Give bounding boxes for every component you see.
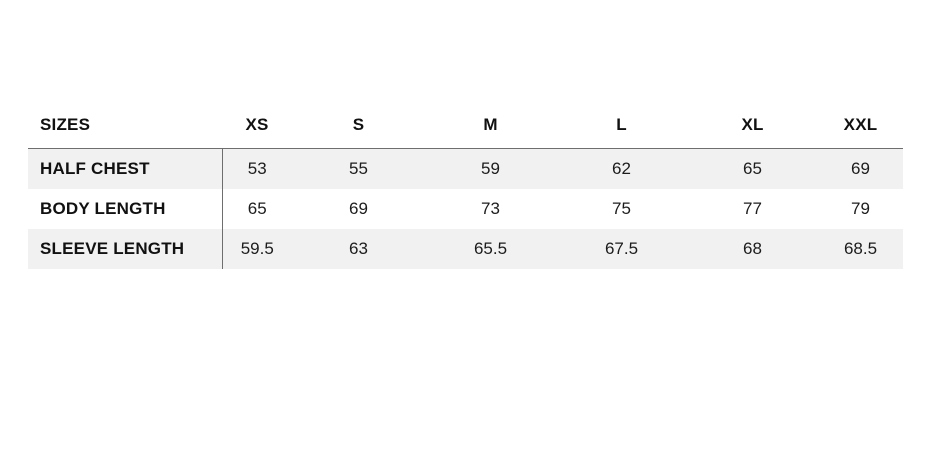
cell-body-length-m: 73	[481, 198, 500, 218]
cell-body-length-xs: 65	[247, 198, 267, 218]
column-header-xs: XS	[222, 101, 292, 149]
cell-sleeve-length-xs: 59.5	[240, 238, 274, 258]
cell-body-length-s: 69	[349, 198, 368, 218]
cell-half-chest-l: 62	[556, 148, 687, 189]
cell-half-chest-m: 59	[425, 148, 556, 189]
cell-body-length-xl: 77	[743, 198, 762, 218]
row-label-body-length: BODY LENGTH	[28, 188, 223, 229]
column-header-sizes: SIZES	[28, 101, 222, 149]
header-row: SIZES XS S M L XL XXL	[28, 101, 903, 149]
cell-sleeve-length-l: 67.5	[604, 238, 639, 258]
size-chart-table: SIZES XS S M L XL XXL HALF CHEST 53 55 5…	[28, 101, 903, 269]
table-row-half-chest: HALF CHEST 53 55 59 62 65 69	[28, 148, 903, 189]
table-row-sleeve-length: SLEEVE LENGTH 59.5 63 65.5 67.5 68 68.5	[28, 228, 903, 269]
cell-body-length-l: 75	[612, 198, 631, 218]
table-row-body-length: BODY LENGTH 65 69 73 75 77 79	[28, 188, 903, 229]
cell-sleeve-length-m: 65.5	[473, 238, 508, 258]
cell-half-chest-xl: 65	[687, 148, 818, 189]
cell-sleeve-length-xl: 68	[743, 238, 762, 258]
cell-sleeve-length-xxl: 68.5	[843, 238, 878, 258]
cell-sleeve-length-s: 63	[349, 238, 368, 258]
cell-half-chest-xs: 53	[222, 148, 292, 189]
column-header-m: M	[425, 101, 556, 149]
cell-half-chest-s: 55	[292, 148, 425, 189]
cell-half-chest-xxl: 69	[818, 148, 903, 189]
row-label-sleeve-length: SLEEVE LENGTH	[28, 228, 223, 269]
cell-body-length-xxl: 79	[851, 198, 870, 218]
column-header-xl: XL	[687, 101, 818, 149]
column-header-s: S	[292, 101, 425, 149]
column-header-xxl: XXL	[818, 101, 903, 149]
row-label-half-chest: HALF CHEST	[28, 148, 223, 189]
column-header-l: L	[556, 101, 687, 149]
